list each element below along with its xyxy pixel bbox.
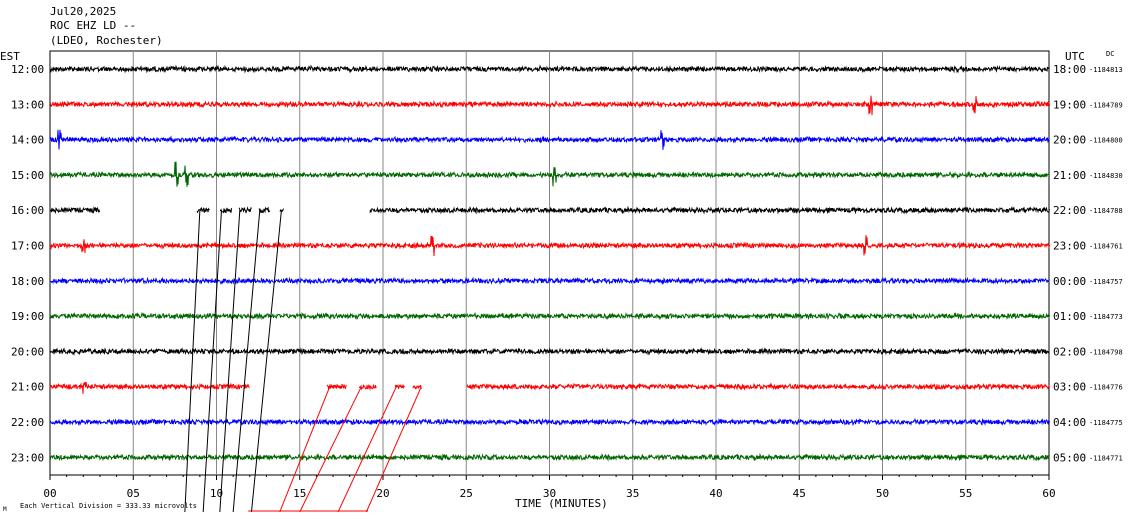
dc-offset-label: -1184813 (1089, 66, 1123, 74)
dc-offset-label: -1184830 (1089, 172, 1123, 180)
trace-row-2200 (49, 417, 1050, 427)
est-time-label: 15:00 (11, 169, 44, 182)
traces (49, 64, 1050, 462)
grid: 00 05 10 15 20 25 30 35 40 45 50 55 60 (43, 50, 1056, 500)
x-tick-label: 35 (626, 487, 639, 500)
offscale-connector (250, 210, 282, 513)
header-date: Jul20,2025 (50, 5, 117, 18)
left-zone-label: EST (0, 50, 20, 63)
header-network: (LDEO, Rochester) (50, 34, 163, 47)
utc-time-label: 22:00 (1053, 204, 1086, 217)
est-time-label: 21:00 (11, 381, 44, 394)
dc-offset-label: -1184800 (1089, 137, 1123, 145)
dc-label: DC (1106, 50, 1114, 58)
offscale-connector (202, 210, 222, 513)
utc-time-label: 02:00 (1053, 345, 1086, 358)
header-channel: ROC EHZ LD -- (50, 19, 137, 32)
est-time-label: 20:00 (11, 345, 44, 358)
est-time-label: 19:00 (11, 310, 44, 323)
est-time-label: 14:00 (11, 134, 44, 147)
x-tick-label: 20 (376, 487, 389, 500)
offscale-connector (299, 386, 362, 513)
trace-row-1500 (49, 161, 1050, 187)
dc-offset-label: -1184761 (1089, 243, 1123, 251)
trace-row-2300 (49, 452, 1050, 462)
est-time-label: 22:00 (11, 416, 44, 429)
est-time-label: 18:00 (11, 275, 44, 288)
utc-time-label: 20:00 (1053, 134, 1086, 147)
est-time-label: 16:00 (11, 204, 44, 217)
dc-offset-label: -1184788 (1089, 207, 1123, 215)
x-tick-label: 60 (1042, 487, 1055, 500)
utc-time-label: 19:00 (1053, 98, 1086, 111)
x-tick-label: 25 (460, 487, 473, 500)
x-tick-label: 05 (127, 487, 140, 500)
trace-row-1200 (49, 64, 1050, 74)
x-tick-label: 30 (543, 487, 556, 500)
trace-row-2000 (49, 346, 1050, 356)
est-time-label: 13:00 (11, 98, 44, 111)
x-tick-label: 45 (793, 487, 806, 500)
offscale-connector (365, 386, 422, 513)
trace-row-1900 (49, 311, 1050, 321)
dc-offset-label: -1184773 (1089, 313, 1123, 321)
utc-time-label: 03:00 (1053, 381, 1086, 394)
dc-offset-label: -1184776 (1089, 384, 1123, 392)
labels: EST UTC DC TIME (MINUTES) Each Vertical … (0, 50, 1123, 513)
trace-row-2100 (49, 381, 1050, 394)
corner-mark: M (3, 506, 7, 513)
utc-time-label: 05:00 (1053, 451, 1086, 464)
trace-row-1300 (49, 95, 1050, 116)
x-tick-label: 15 (293, 487, 306, 500)
utc-time-label: 04:00 (1053, 416, 1086, 429)
scale-note: Each Vertical Division = 333.33 microvol… (20, 502, 197, 510)
offscale-connectors (184, 210, 422, 513)
trace-row-1800 (49, 276, 1050, 286)
offscale-connector (184, 210, 201, 513)
x-tick-label: 10 (210, 487, 223, 500)
x-axis-title: TIME (MINUTES) (515, 497, 608, 510)
right-zone-label: UTC (1065, 50, 1085, 63)
x-tick-label: 00 (43, 487, 56, 500)
utc-time-label: 00:00 (1053, 275, 1086, 288)
est-time-label: 23:00 (11, 451, 44, 464)
utc-time-label: 23:00 (1053, 240, 1086, 253)
dc-offset-label: -1184757 (1089, 278, 1123, 286)
trace-row-1700 (49, 235, 1050, 257)
trace-row-1400 (49, 129, 1050, 150)
est-time-label: 17:00 (11, 240, 44, 253)
x-tick-label: 55 (959, 487, 972, 500)
est-time-label: 12:00 (11, 63, 44, 76)
trace-row-1600 (49, 205, 1050, 215)
utc-time-label: 01:00 (1053, 310, 1086, 323)
dc-offset-label: -1184771 (1089, 454, 1123, 462)
offscale-connector (219, 210, 241, 513)
utc-time-label: 18:00 (1053, 63, 1086, 76)
x-tick-label: 50 (876, 487, 889, 500)
offscale-connector (279, 386, 331, 513)
dc-offset-label: -1184775 (1089, 419, 1123, 427)
offscale-connector (337, 386, 397, 513)
x-tick-label: 40 (709, 487, 722, 500)
dc-offset-label: -1184789 (1089, 101, 1123, 109)
offscale-connector (232, 210, 261, 513)
dc-offset-label: -1184798 (1089, 348, 1123, 356)
utc-time-label: 21:00 (1053, 169, 1086, 182)
